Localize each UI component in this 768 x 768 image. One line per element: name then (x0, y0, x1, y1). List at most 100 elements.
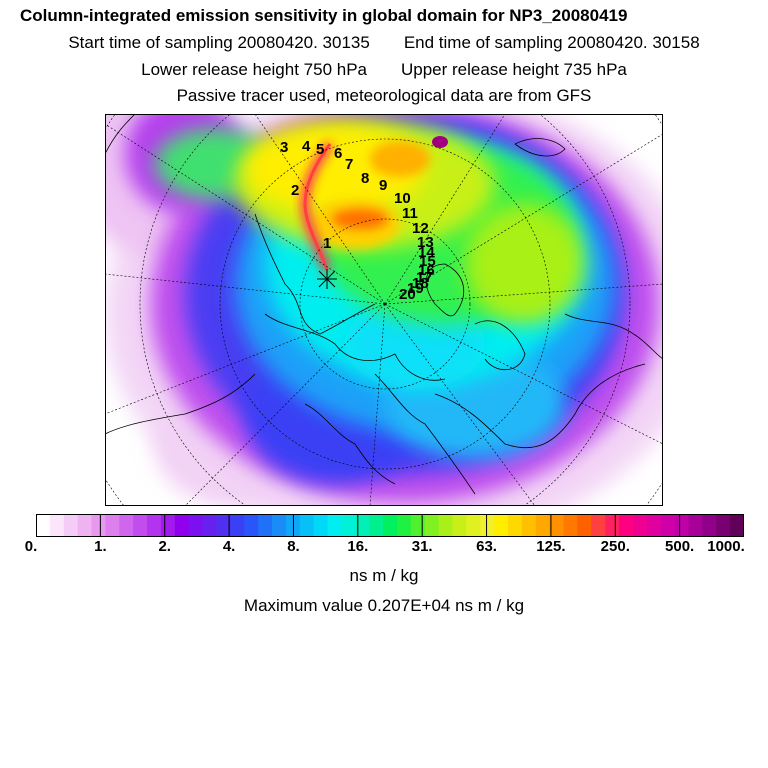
track-label: 8 (361, 170, 369, 187)
track-label: 4 (302, 138, 311, 155)
color-scale-cell (480, 514, 495, 537)
color-scale-cell (355, 514, 370, 537)
track-label: 15 (419, 253, 436, 270)
coastlines (105, 114, 663, 495)
color-scale-tick-label: 8. (287, 538, 300, 555)
release-point-marker (317, 269, 337, 289)
color-scale-cell (591, 514, 606, 537)
color-scale-cell (660, 514, 676, 537)
color-scale-cell (521, 514, 537, 537)
color-scale-cell (563, 514, 579, 537)
trajectory-labels: 1 2 3 4 5 6 7 8 9 10 11 12 13 14 15 16 1… (280, 138, 436, 303)
color-scale-cell (452, 514, 467, 537)
color-scale-cell (230, 514, 245, 537)
track-label: 12 (412, 220, 429, 237)
color-scale-cell (91, 514, 107, 537)
track-label: 17 (416, 269, 433, 286)
color-scale-bar (36, 514, 744, 537)
color-scale-tick-label: 500. (665, 538, 695, 555)
color-scale-cell (272, 514, 287, 537)
start-time-text: Start time of sampling 20080420. 30135 (68, 33, 370, 52)
map-frame (105, 114, 663, 506)
color-scale-cell (619, 514, 634, 537)
color-scale-cell (632, 514, 648, 537)
color-scale-cell (258, 514, 273, 537)
track-label: 20 (399, 286, 416, 303)
color-scale-cell (396, 514, 412, 537)
color-scale-tick-label: 31. (411, 538, 433, 555)
sampling-times: Start time of sampling 20080420. 30135 En… (0, 33, 768, 53)
color-scale-cell (36, 514, 51, 537)
color-scale-tick-label: 2. (158, 538, 171, 555)
track-label: 14 (418, 244, 435, 261)
track-label: 7 (345, 156, 353, 173)
color-scale-cell (508, 514, 523, 537)
color-scale-cell (438, 514, 454, 537)
color-scale-tick-label: 1000. (707, 538, 745, 555)
color-scale-cell (341, 514, 356, 537)
track-label: 19 (407, 280, 424, 297)
color-scale-cell (716, 514, 731, 537)
track-label: 13 (417, 234, 434, 251)
color-scale-cell (147, 514, 162, 537)
color-scale-cell (702, 514, 717, 537)
color-scale-cell (549, 514, 565, 537)
color-scale-cell (49, 514, 65, 537)
color-scale-tick-label: 63. (476, 538, 497, 555)
color-scale-cell (327, 514, 343, 537)
color-scale-ticks: 0. 1. 2. 4. 8. 16. 31. 63. 125. 250. 500. 1000. (0, 538, 768, 558)
color-scale-cell (160, 514, 176, 537)
sensitivity-map: 1 2 3 4 5 6 7 8 9 10 11 12 13 14 15 16 1… (105, 114, 663, 506)
color-scale-cell (216, 514, 231, 537)
color-scale-cell (577, 514, 592, 537)
track-label: 10 (394, 190, 411, 207)
track-label: 3 (280, 139, 288, 156)
color-scale-cell (313, 514, 329, 537)
color-scale-cell (369, 514, 384, 537)
color-scale-cell (605, 514, 620, 537)
color-scale-cell (63, 514, 79, 537)
release-heights: Lower release height 750 hPa Upper releas… (0, 60, 768, 80)
track-label: 9 (379, 177, 387, 194)
color-scale-cell (730, 514, 744, 537)
track-label: 5 (316, 141, 324, 158)
color-scale-tick-label: 250. (600, 538, 630, 555)
color-scale-cell (133, 514, 148, 537)
color-scale-tick-label: 125. (536, 538, 566, 555)
upper-release-text: Upper release height 735 hPa (401, 60, 627, 79)
color-scale-cell (383, 514, 398, 537)
lower-release-text: Lower release height 750 hPa (141, 60, 367, 79)
color-scale-cell (466, 514, 481, 537)
color-scale-cell (646, 514, 662, 537)
color-scale-tick-label: 4. (222, 538, 236, 555)
tracer-note: Passive tracer used, meteorological data… (176, 86, 592, 105)
color-scale-cell (77, 514, 93, 537)
color-scale-cell (494, 514, 509, 537)
color-scale-cell (244, 514, 259, 537)
track-label: 16 (418, 262, 435, 279)
color-scale-cell (188, 514, 204, 537)
graticule (105, 114, 663, 506)
color-scale-cell (119, 514, 134, 537)
end-time-text: End time of sampling 20080420. 30158 (403, 33, 700, 52)
color-scale-cell (105, 514, 120, 537)
track-label: 11 (402, 205, 418, 222)
emission-field (105, 114, 663, 506)
color-scale-cell (674, 514, 690, 537)
track-label: 6 (334, 145, 342, 162)
track-label: 18 (412, 275, 429, 292)
color-scale-cell (688, 514, 703, 537)
color-scale-tick-label: 16. (347, 538, 369, 555)
color-scale-tick-label: 0. (24, 538, 38, 555)
color-scale-cell (174, 514, 190, 537)
color-scale-cell (424, 514, 440, 537)
color-scale-cell (299, 514, 315, 537)
color-scale-cell (535, 514, 551, 537)
maximum-value-text: Maximum value 0.207E+04 ns m / kg (243, 596, 525, 615)
plot-title: Column-integrated emission sensitivity i… (20, 6, 628, 25)
units-label: ns m / kg (349, 566, 419, 585)
track-label: 2 (291, 182, 299, 199)
color-scale-cell (202, 514, 218, 537)
color-scale-cell (410, 514, 426, 537)
color-scale-tick-label: 1. (94, 538, 107, 555)
